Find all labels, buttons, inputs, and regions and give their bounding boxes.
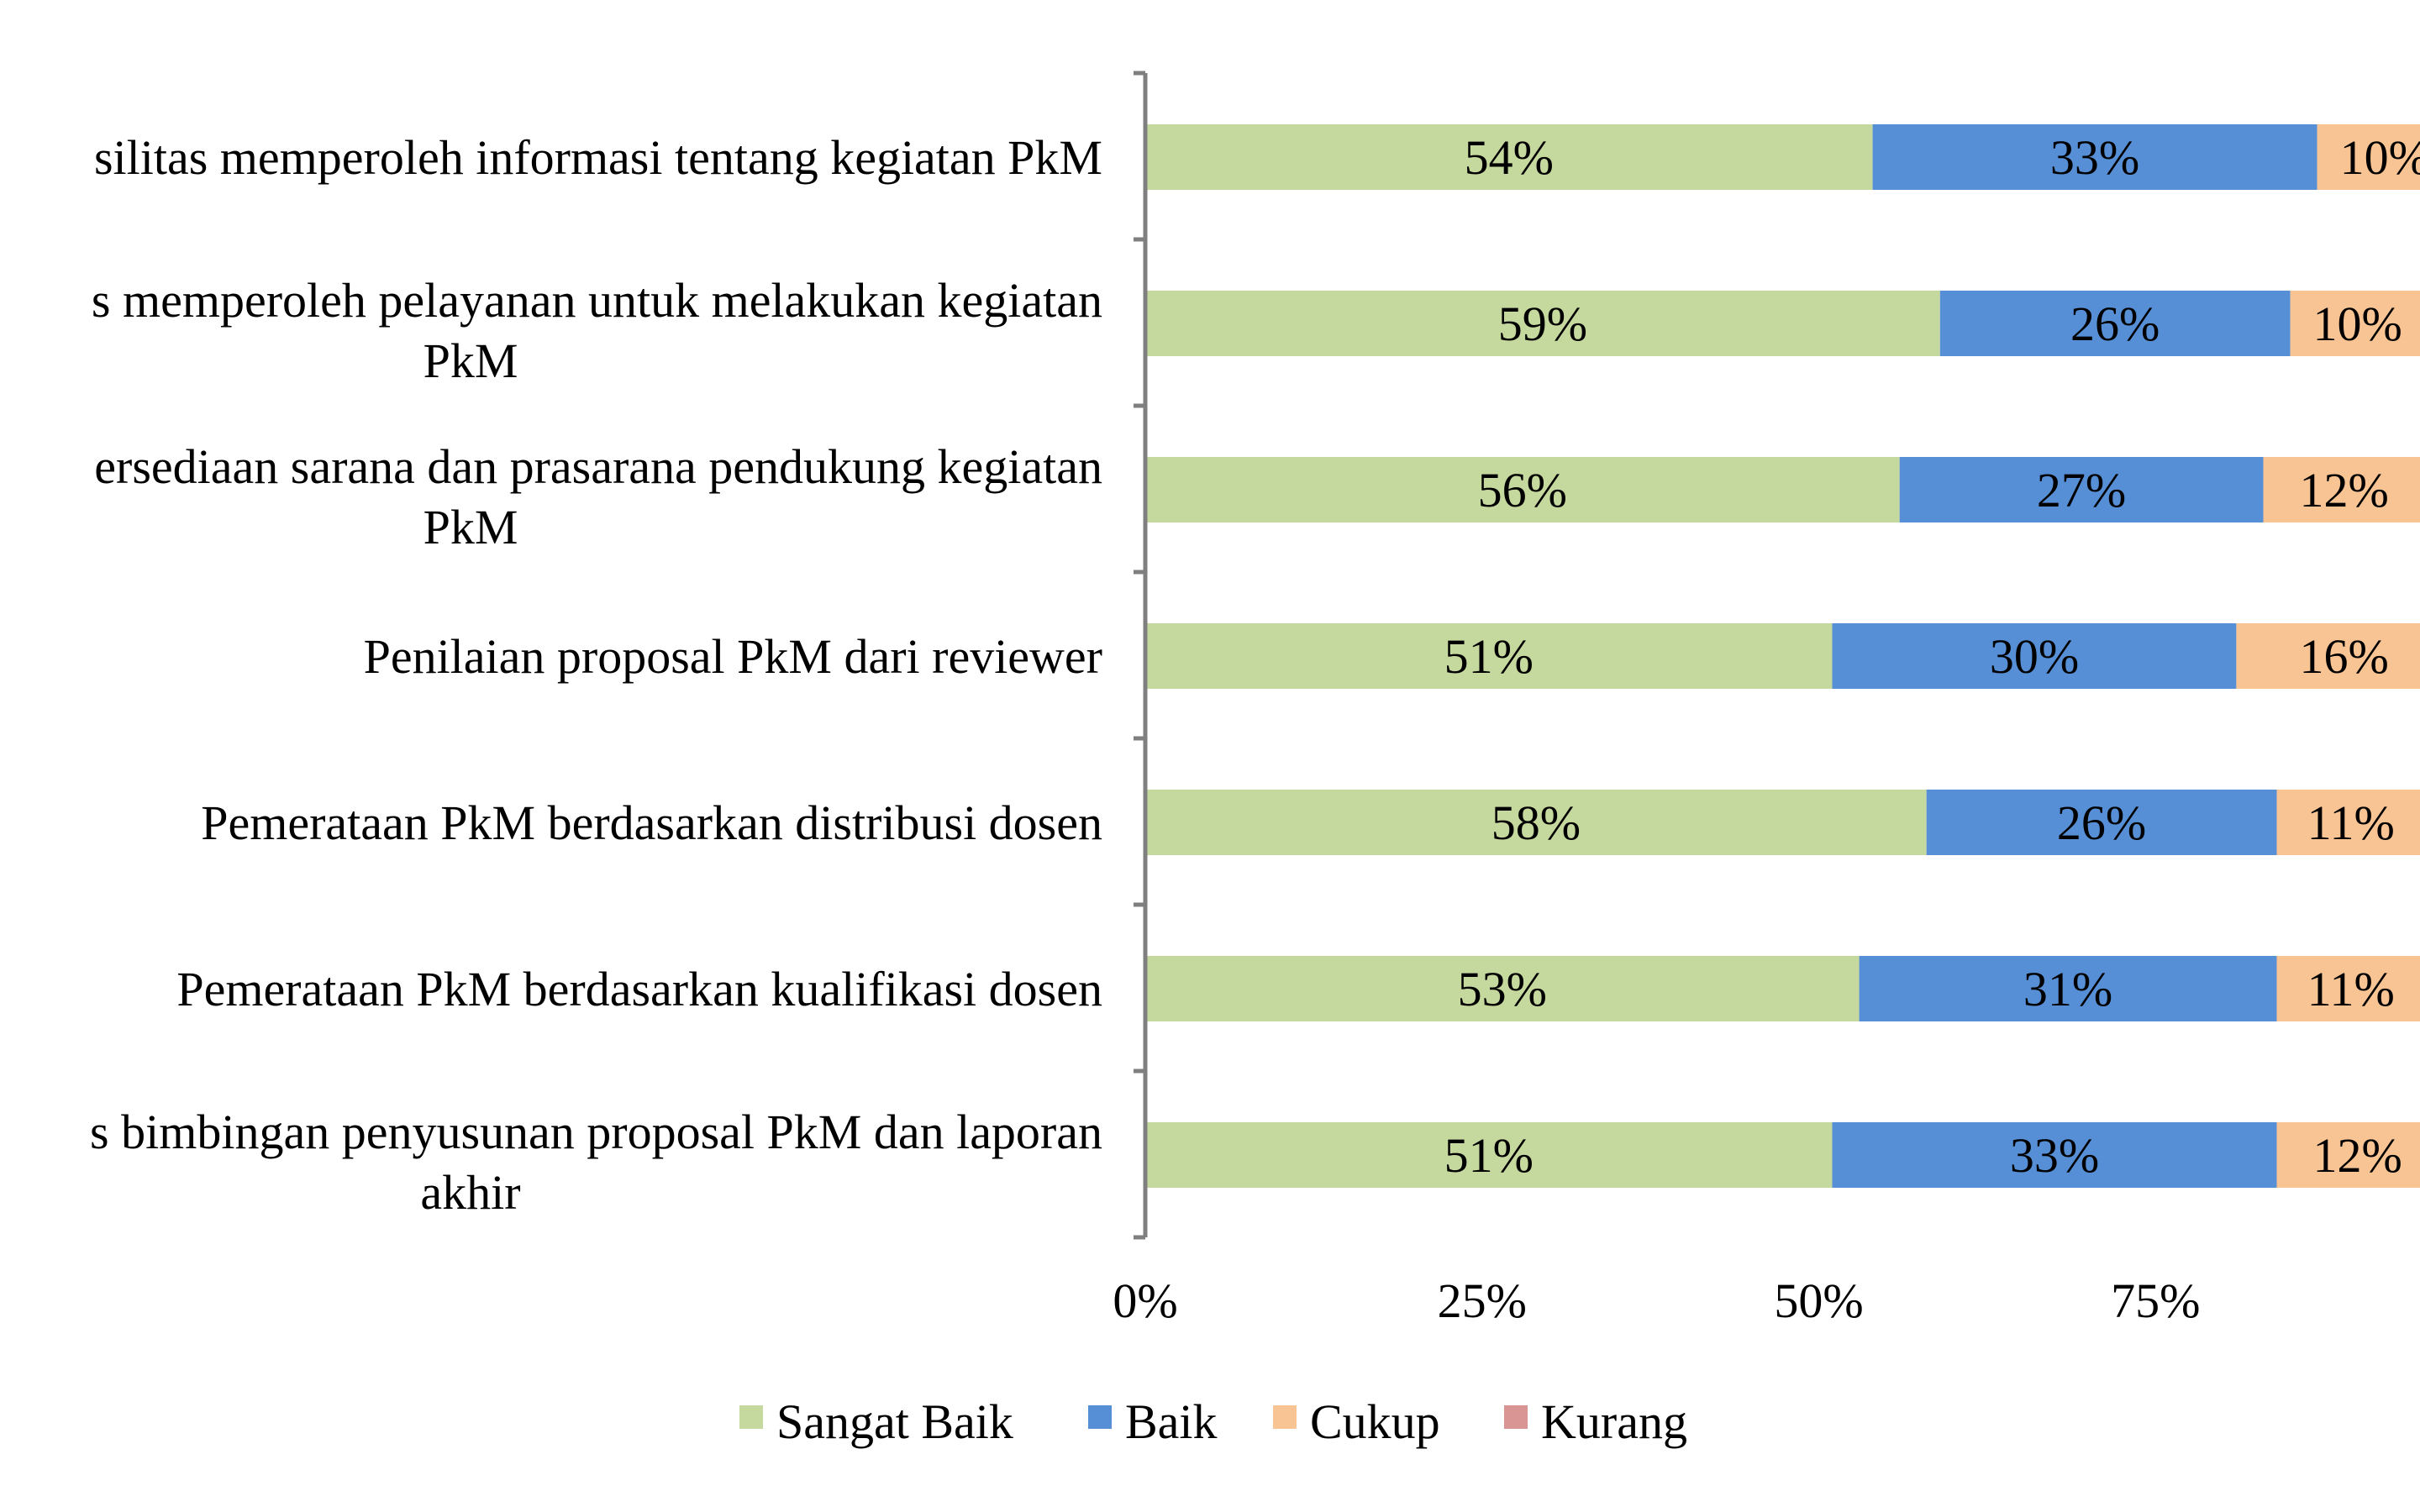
data-label: 31% [2023, 962, 2112, 1016]
category-label: ersediaan sarana dan prasarana pendukung… [94, 439, 1102, 494]
legend-swatch [1273, 1405, 1297, 1429]
bar-segment [2236, 623, 2420, 689]
bar-segment [2276, 790, 2420, 855]
bar-segment [1145, 1122, 1833, 1188]
x-tick-label: 75% [2111, 1273, 2200, 1328]
data-label: 59% [1498, 297, 1587, 351]
legend-label: Cukup [1310, 1394, 1440, 1449]
data-label: 26% [2057, 795, 2146, 850]
bar-segment [2276, 1122, 2420, 1188]
bar-segment [2317, 124, 2420, 190]
legend-label: Baik [1125, 1394, 1218, 1449]
bar-segment [1145, 291, 1940, 356]
bar-segment [2276, 956, 2420, 1021]
category-label: Pemerataan PkM berdasarkan kualifikasi d… [176, 962, 1102, 1016]
data-label: 58% [1491, 795, 1581, 850]
data-label: 10% [2313, 297, 2402, 351]
data-label: 11% [2307, 962, 2395, 1016]
legend-label: Sangat Baik [776, 1394, 1013, 1449]
category-labels: silitas memperoleh informasi tentang keg… [90, 130, 1102, 1220]
data-label: 16% [2300, 629, 2389, 684]
bar-segment [2290, 291, 2420, 356]
x-tick-label: 50% [1774, 1273, 1863, 1328]
bar-segment [1145, 457, 1900, 522]
legend-swatch [1504, 1405, 1528, 1429]
bars-layer [1145, 124, 2420, 1188]
x-tick-label: 0% [1113, 1273, 1177, 1328]
category-label: silitas memperoleh informasi tentang keg… [94, 130, 1102, 185]
bar-segment [1832, 623, 2237, 689]
bar-segment [1859, 956, 2277, 1021]
bar-segment [1832, 1122, 2277, 1188]
data-label: 11% [2307, 795, 2395, 850]
category-label: PkM [424, 333, 518, 388]
data-label: 27% [2037, 463, 2126, 517]
data-label: 51% [1444, 1128, 1534, 1183]
bar-segment [1899, 457, 2264, 522]
data-label: 33% [2050, 130, 2139, 185]
bar-segment [1145, 623, 1833, 689]
data-label: 51% [1444, 629, 1534, 684]
data-label: 56% [1478, 463, 1567, 517]
legend: Sangat Baik Baik Cukup Kurang [739, 1394, 1687, 1449]
data-label: 12% [2300, 463, 2389, 517]
bar-segment [1939, 291, 2291, 356]
data-label: 12% [2313, 1128, 2402, 1183]
data-labels-layer: 54% 33% 10% 59% 26% 10% 56% 27% 12% 51% 30% 16% 58% 2… [1444, 130, 2420, 1183]
data-label: 26% [2070, 297, 2160, 351]
x-tick-label: 25% [1438, 1273, 1527, 1328]
legend-label: Kurang [1541, 1394, 1687, 1449]
category-label: Penilaian proposal PkM dari reviewer [364, 629, 1102, 684]
category-label: PkM [424, 500, 518, 554]
bar-segment [2263, 457, 2420, 522]
bar-segment [1145, 124, 1873, 190]
data-label: 53% [1458, 962, 1547, 1016]
category-label: akhir [420, 1165, 520, 1220]
data-label: 33% [2010, 1128, 2099, 1183]
bar-segment [1926, 790, 2277, 855]
legend-swatch [1088, 1405, 1112, 1429]
x-axis-tick-labels: 0% 25% 50% 75% [1113, 1273, 2200, 1328]
category-label: Pemerataan PkM berdasarkan distribusi do… [201, 795, 1102, 850]
bar-segment [1145, 790, 1927, 855]
data-label: 30% [1990, 629, 2079, 684]
data-label: 10% [2340, 130, 2420, 185]
bar-segment [1872, 124, 2317, 190]
y-axis [1134, 71, 1148, 1240]
data-label: 54% [1465, 130, 1554, 185]
bar-segment [1145, 956, 1860, 1021]
category-label: s memperoleh pelayanan untuk melakukan k… [92, 273, 1102, 328]
legend-swatch [739, 1405, 763, 1429]
category-label: s bimbingan penyusunan proposal PkM dan … [90, 1105, 1102, 1159]
